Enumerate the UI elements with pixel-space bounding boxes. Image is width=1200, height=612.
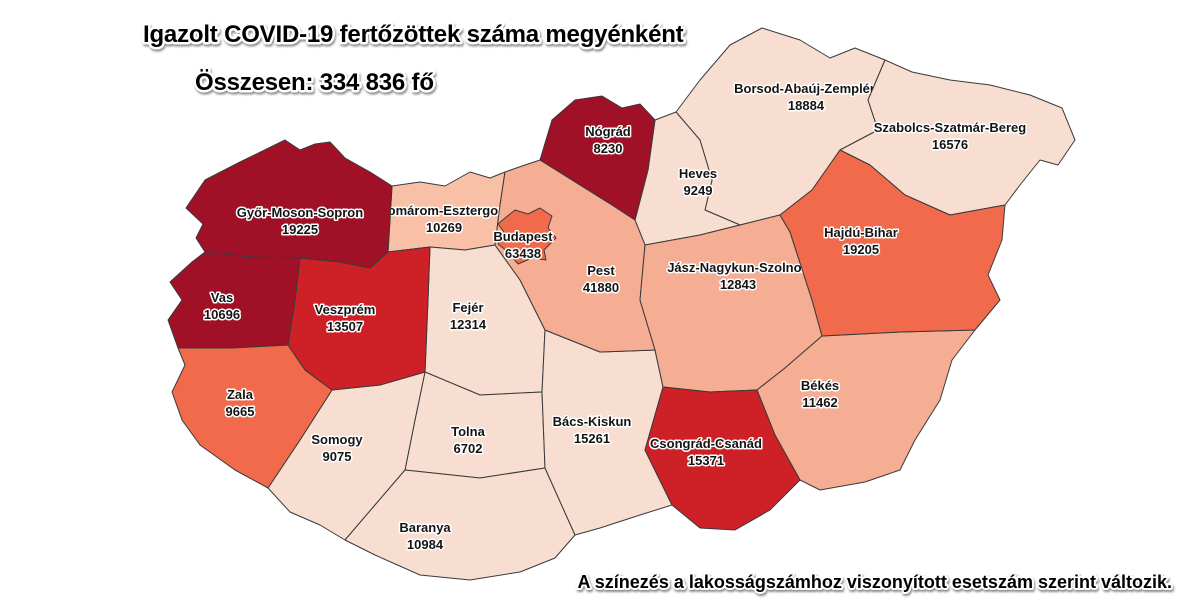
county-name-csongrad-csanad: Csongrád-Csanád: [650, 436, 762, 451]
map-title: Igazolt COVID-19 fertőzöttek száma megyé…: [143, 21, 684, 48]
county-shape-vas: [167, 251, 301, 349]
county-szabolcs-szatmar-bereg: Szabolcs-Szatmár-Bereg 16576: [839, 59, 1076, 216]
county-shape-gyor-moson-sopron: [185, 139, 393, 269]
county-cases-pest: 41880: [583, 280, 619, 295]
county-cases-heves: 9249: [684, 183, 713, 198]
county-cases-bekes: 11462: [802, 395, 837, 410]
county-name-komarom-esztergom: Komárom-Esztergom: [378, 203, 509, 218]
county-tolna: Tolna 6702: [404, 371, 546, 479]
county-cases-nograd: 8230: [594, 141, 623, 156]
county-name-borsod-abauj-zemplen: Borsod-Abaúj-Zemplén: [734, 81, 878, 96]
county-cases-borsod-abauj-zemplen: 18884: [788, 98, 825, 113]
county-veszprem: Veszprém 13507: [287, 246, 431, 391]
county-shape-csongrad-csanad: [644, 386, 801, 531]
county-name-szabolcs-szatmar-bereg: Szabolcs-Szatmár-Bereg: [874, 120, 1026, 135]
county-name-budapest: Budapest: [493, 229, 553, 244]
county-name-fejer: Fejér: [452, 300, 483, 315]
county-cases-veszprem: 13507: [327, 319, 363, 334]
county-shape-baranya: [344, 467, 576, 581]
county-nograd: Nógrád 8230: [539, 95, 656, 221]
county-budapest: Budapest 63438: [492, 207, 557, 265]
color-note: A színezés a lakosságszámhoz viszonyítot…: [577, 572, 1172, 592]
county-hajdu-bihar: Hajdú-Bihar 19205: [779, 149, 1006, 337]
county-shape-hajdu-bihar: [779, 149, 1006, 337]
county-cases-budapest: 63438: [505, 246, 541, 261]
county-cases-zala: 9665: [226, 404, 255, 419]
county-zala: Zala 9665: [171, 344, 333, 489]
county-name-baranya: Baranya: [399, 520, 451, 535]
county-pest: Pest 41880: [494, 159, 656, 353]
county-name-hajdu-bihar: Hajdú-Bihar: [824, 225, 898, 240]
county-shape-budapest: [497, 207, 557, 265]
county-cases-komarom-esztergom: 10269: [426, 220, 462, 235]
county-cases-gyor-moson-sopron: 19225: [282, 222, 318, 237]
county-name-bacs-kiskun: Bács-Kiskun: [553, 414, 632, 429]
county-name-tolna: Tolna: [451, 424, 485, 439]
county-name-nograd: Nógrád: [585, 124, 631, 139]
county-name-jasz-nagykun-szolnok: Jász-Nagykun-Szolnok: [667, 260, 809, 275]
county-name-veszprem: Veszprém: [315, 302, 376, 317]
county-jasz-nagykun-szolnok: Jász-Nagykun-Szolnok 12843: [639, 214, 823, 393]
county-cases-vas: 10696: [204, 307, 240, 322]
county-fejer: Fejér 12314: [424, 244, 546, 396]
county-name-bekes: Békés: [801, 378, 839, 393]
county-name-pest: Pest: [587, 263, 615, 278]
county-name-somogy: Somogy: [311, 432, 363, 447]
county-name-gyor-moson-sopron: Győr-Moson-Sopron: [237, 205, 363, 220]
county-borsod-abauj-zemplen: Borsod-Abaúj-Zemplén 18884: [675, 27, 886, 226]
county-cases-tolna: 6702: [454, 441, 483, 456]
county-name-vas: Vas: [211, 290, 233, 305]
county-gyor-moson-sopron: Győr-Moson-Sopron 19225: [185, 139, 393, 269]
map-total: Összesen: 334 836 fő: [195, 69, 434, 96]
county-name-zala: Zala: [227, 387, 254, 402]
county-cases-baranya: 10984: [407, 537, 444, 552]
county-cases-szabolcs-szatmar-bereg: 16576: [932, 137, 968, 152]
county-shape-szabolcs-szatmar-bereg: [839, 59, 1076, 216]
county-komarom-esztergom: Komárom-Esztergom 10269: [377, 171, 511, 253]
county-shape-nograd: [539, 95, 656, 221]
county-baranya: Baranya 10984: [344, 467, 576, 581]
county-cases-somogy: 9075: [323, 449, 352, 464]
county-cases-hajdu-bihar: 19205: [843, 242, 879, 257]
county-heves: Heves 9249: [634, 111, 741, 246]
county-cases-csongrad-csanad: 15371: [688, 453, 724, 468]
county-csongrad-csanad: Csongrád-Csanád 15371: [644, 386, 801, 531]
county-name-heves: Heves: [679, 166, 717, 181]
county-cases-jasz-nagykun-szolnok: 12843: [720, 277, 756, 292]
county-vas: Vas 10696: [167, 251, 301, 349]
county-cases-fejer: 12314: [450, 317, 487, 332]
county-bekes: Békés 11462: [756, 329, 976, 491]
county-cases-bacs-kiskun: 15261: [574, 431, 610, 446]
